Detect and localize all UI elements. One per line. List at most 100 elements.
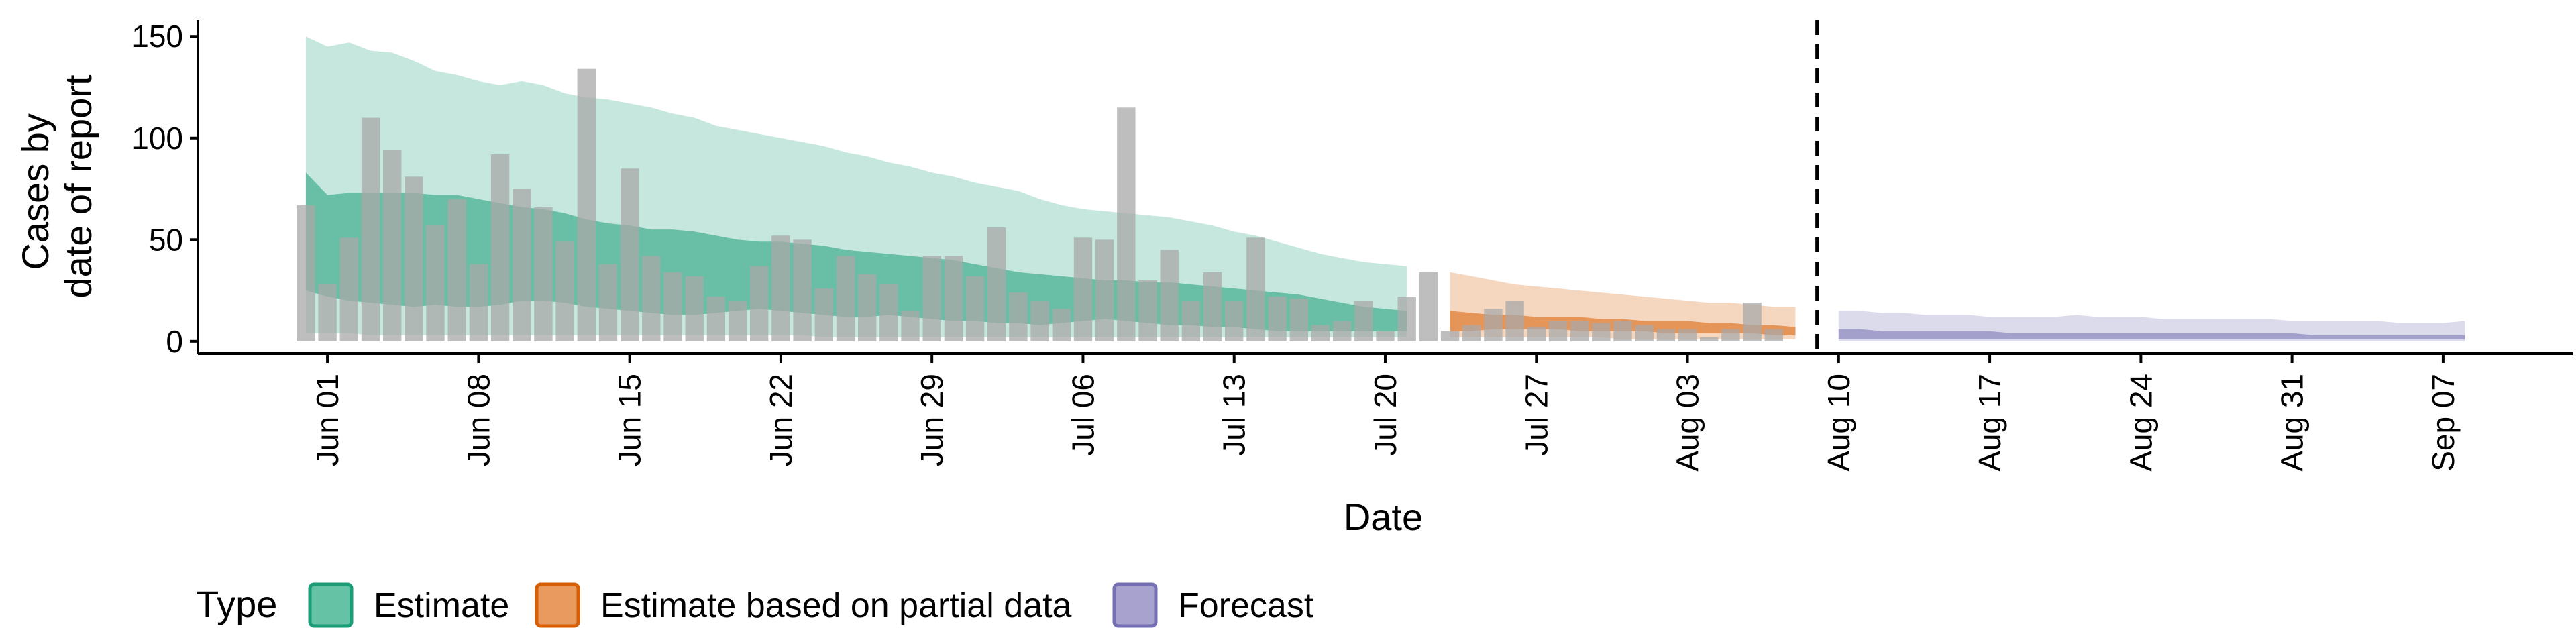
observed-bar bbox=[1117, 107, 1136, 341]
observed-bar bbox=[1052, 309, 1071, 341]
observed-bar bbox=[490, 154, 510, 341]
observed-bar bbox=[577, 68, 596, 341]
observed-bar bbox=[728, 301, 747, 341]
x-tick-label: Jul 06 bbox=[1065, 374, 1100, 456]
observed-bar bbox=[361, 117, 380, 341]
observed-bar bbox=[879, 284, 898, 341]
x-tick-label: Sep 07 bbox=[2426, 374, 2461, 472]
observed-bar bbox=[469, 264, 488, 341]
observed-bar bbox=[1462, 325, 1481, 341]
x-tick-label: Jun 29 bbox=[914, 374, 949, 466]
observed-bar bbox=[1743, 303, 1762, 341]
observed-bar bbox=[1570, 321, 1589, 341]
observed-bar bbox=[1160, 250, 1179, 341]
observed-bar bbox=[1721, 329, 1740, 341]
legend-key-partial-estimate bbox=[535, 582, 580, 628]
observed-bar bbox=[1527, 327, 1546, 341]
y-axis-title-line-2: date of report bbox=[57, 74, 99, 299]
observed-bar bbox=[621, 168, 639, 341]
observed-bar bbox=[447, 199, 466, 341]
legend: Type Estimate Estimate based on partial … bbox=[196, 582, 1314, 628]
observed-bar bbox=[1246, 237, 1265, 341]
observed-bar bbox=[1181, 301, 1201, 341]
observed-bar bbox=[598, 264, 618, 341]
observed-bar bbox=[1700, 337, 1719, 341]
observed-bar bbox=[1419, 272, 1438, 341]
legend-title: Type bbox=[196, 583, 277, 625]
x-tick-label: Jul 20 bbox=[1368, 374, 1403, 456]
x-tick-label: Aug 24 bbox=[2123, 374, 2158, 472]
observed-bar bbox=[339, 237, 358, 341]
y-tick-label: 150 bbox=[131, 19, 183, 54]
observed-bar bbox=[1333, 321, 1352, 341]
observed-bar bbox=[1268, 297, 1287, 341]
observed-bar bbox=[297, 205, 315, 341]
x-tick-label: Aug 10 bbox=[1821, 374, 1856, 472]
legend-label-forecast: Forecast bbox=[1178, 586, 1314, 625]
observed-bar bbox=[1009, 292, 1028, 341]
observed-bar bbox=[1376, 331, 1395, 341]
observed-bar bbox=[513, 189, 531, 341]
x-tick-label: Jun 01 bbox=[310, 374, 345, 466]
observed-bar bbox=[1764, 329, 1783, 341]
observed-bar bbox=[706, 297, 726, 341]
observed-bar bbox=[987, 227, 1006, 341]
x-tick-label: Aug 31 bbox=[2275, 374, 2310, 472]
observed-bar bbox=[836, 256, 855, 341]
observed-bar bbox=[685, 276, 704, 341]
observed-bar bbox=[1138, 280, 1157, 341]
y-tick-label: 50 bbox=[149, 222, 183, 257]
observed-bar bbox=[1484, 309, 1503, 341]
observed-bar bbox=[1548, 321, 1568, 341]
observed-bar bbox=[793, 239, 812, 341]
observed-bar bbox=[1592, 323, 1611, 341]
legend-label-estimate: Estimate bbox=[374, 586, 509, 625]
y-axis-title-line-1: Cases by bbox=[14, 113, 56, 270]
observed-bar bbox=[1678, 329, 1697, 341]
observed-bar bbox=[944, 256, 963, 341]
legend-label-partial-estimate: Estimate based on partial data bbox=[600, 586, 1072, 625]
observed-bar bbox=[965, 276, 985, 341]
y-tick-label: 0 bbox=[166, 324, 183, 359]
observed-bar bbox=[663, 272, 682, 341]
observed-bar bbox=[1095, 239, 1114, 341]
observed-bar bbox=[901, 311, 920, 341]
x-axis-title: Date bbox=[1344, 496, 1423, 538]
x-axis-ticks: Jun 01 Jun 08 Jun 15 Jun 22 Jun 29 Jul 06 Jul … bbox=[310, 354, 2461, 472]
observed-bar bbox=[1354, 301, 1373, 341]
ribbon-inner-forecast bbox=[1838, 329, 2465, 339]
observed-bar bbox=[1440, 331, 1460, 341]
x-tick-label: Jun 22 bbox=[763, 374, 798, 466]
observed-bar bbox=[426, 225, 445, 341]
observed-bar bbox=[1203, 272, 1222, 341]
observed-bar bbox=[534, 207, 553, 341]
x-tick-label: Jul 13 bbox=[1217, 374, 1252, 456]
observed-bar bbox=[771, 235, 790, 341]
y-tick-label: 100 bbox=[131, 121, 183, 156]
observed-bar bbox=[1289, 299, 1308, 341]
observed-bar bbox=[814, 288, 833, 341]
observed-bar bbox=[555, 241, 574, 341]
legend-key-forecast bbox=[1112, 582, 1158, 628]
observed-bar bbox=[1030, 301, 1049, 341]
x-tick-label: Aug 03 bbox=[1670, 374, 1705, 472]
observed-bar bbox=[1635, 325, 1654, 341]
bar-layer bbox=[297, 68, 1783, 341]
legend-key-estimate bbox=[308, 582, 354, 628]
observed-bar bbox=[642, 256, 661, 341]
observed-bar bbox=[1656, 329, 1676, 341]
observed-bar bbox=[1613, 321, 1632, 341]
observed-bar bbox=[318, 284, 337, 341]
y-axis-ticks: 0 50 100 150 bbox=[131, 19, 198, 359]
observed-bar bbox=[922, 256, 941, 341]
observed-bar bbox=[405, 176, 423, 341]
observed-bar bbox=[1505, 301, 1524, 341]
x-tick-label: Aug 17 bbox=[1972, 374, 2007, 472]
observed-bar bbox=[1311, 325, 1330, 341]
y-axis-title: Cases by date of report bbox=[14, 74, 99, 299]
observed-bar bbox=[858, 274, 877, 341]
x-tick-label: Jun 15 bbox=[612, 374, 647, 466]
observed-bar bbox=[1225, 301, 1244, 341]
observed-bar bbox=[750, 266, 769, 341]
